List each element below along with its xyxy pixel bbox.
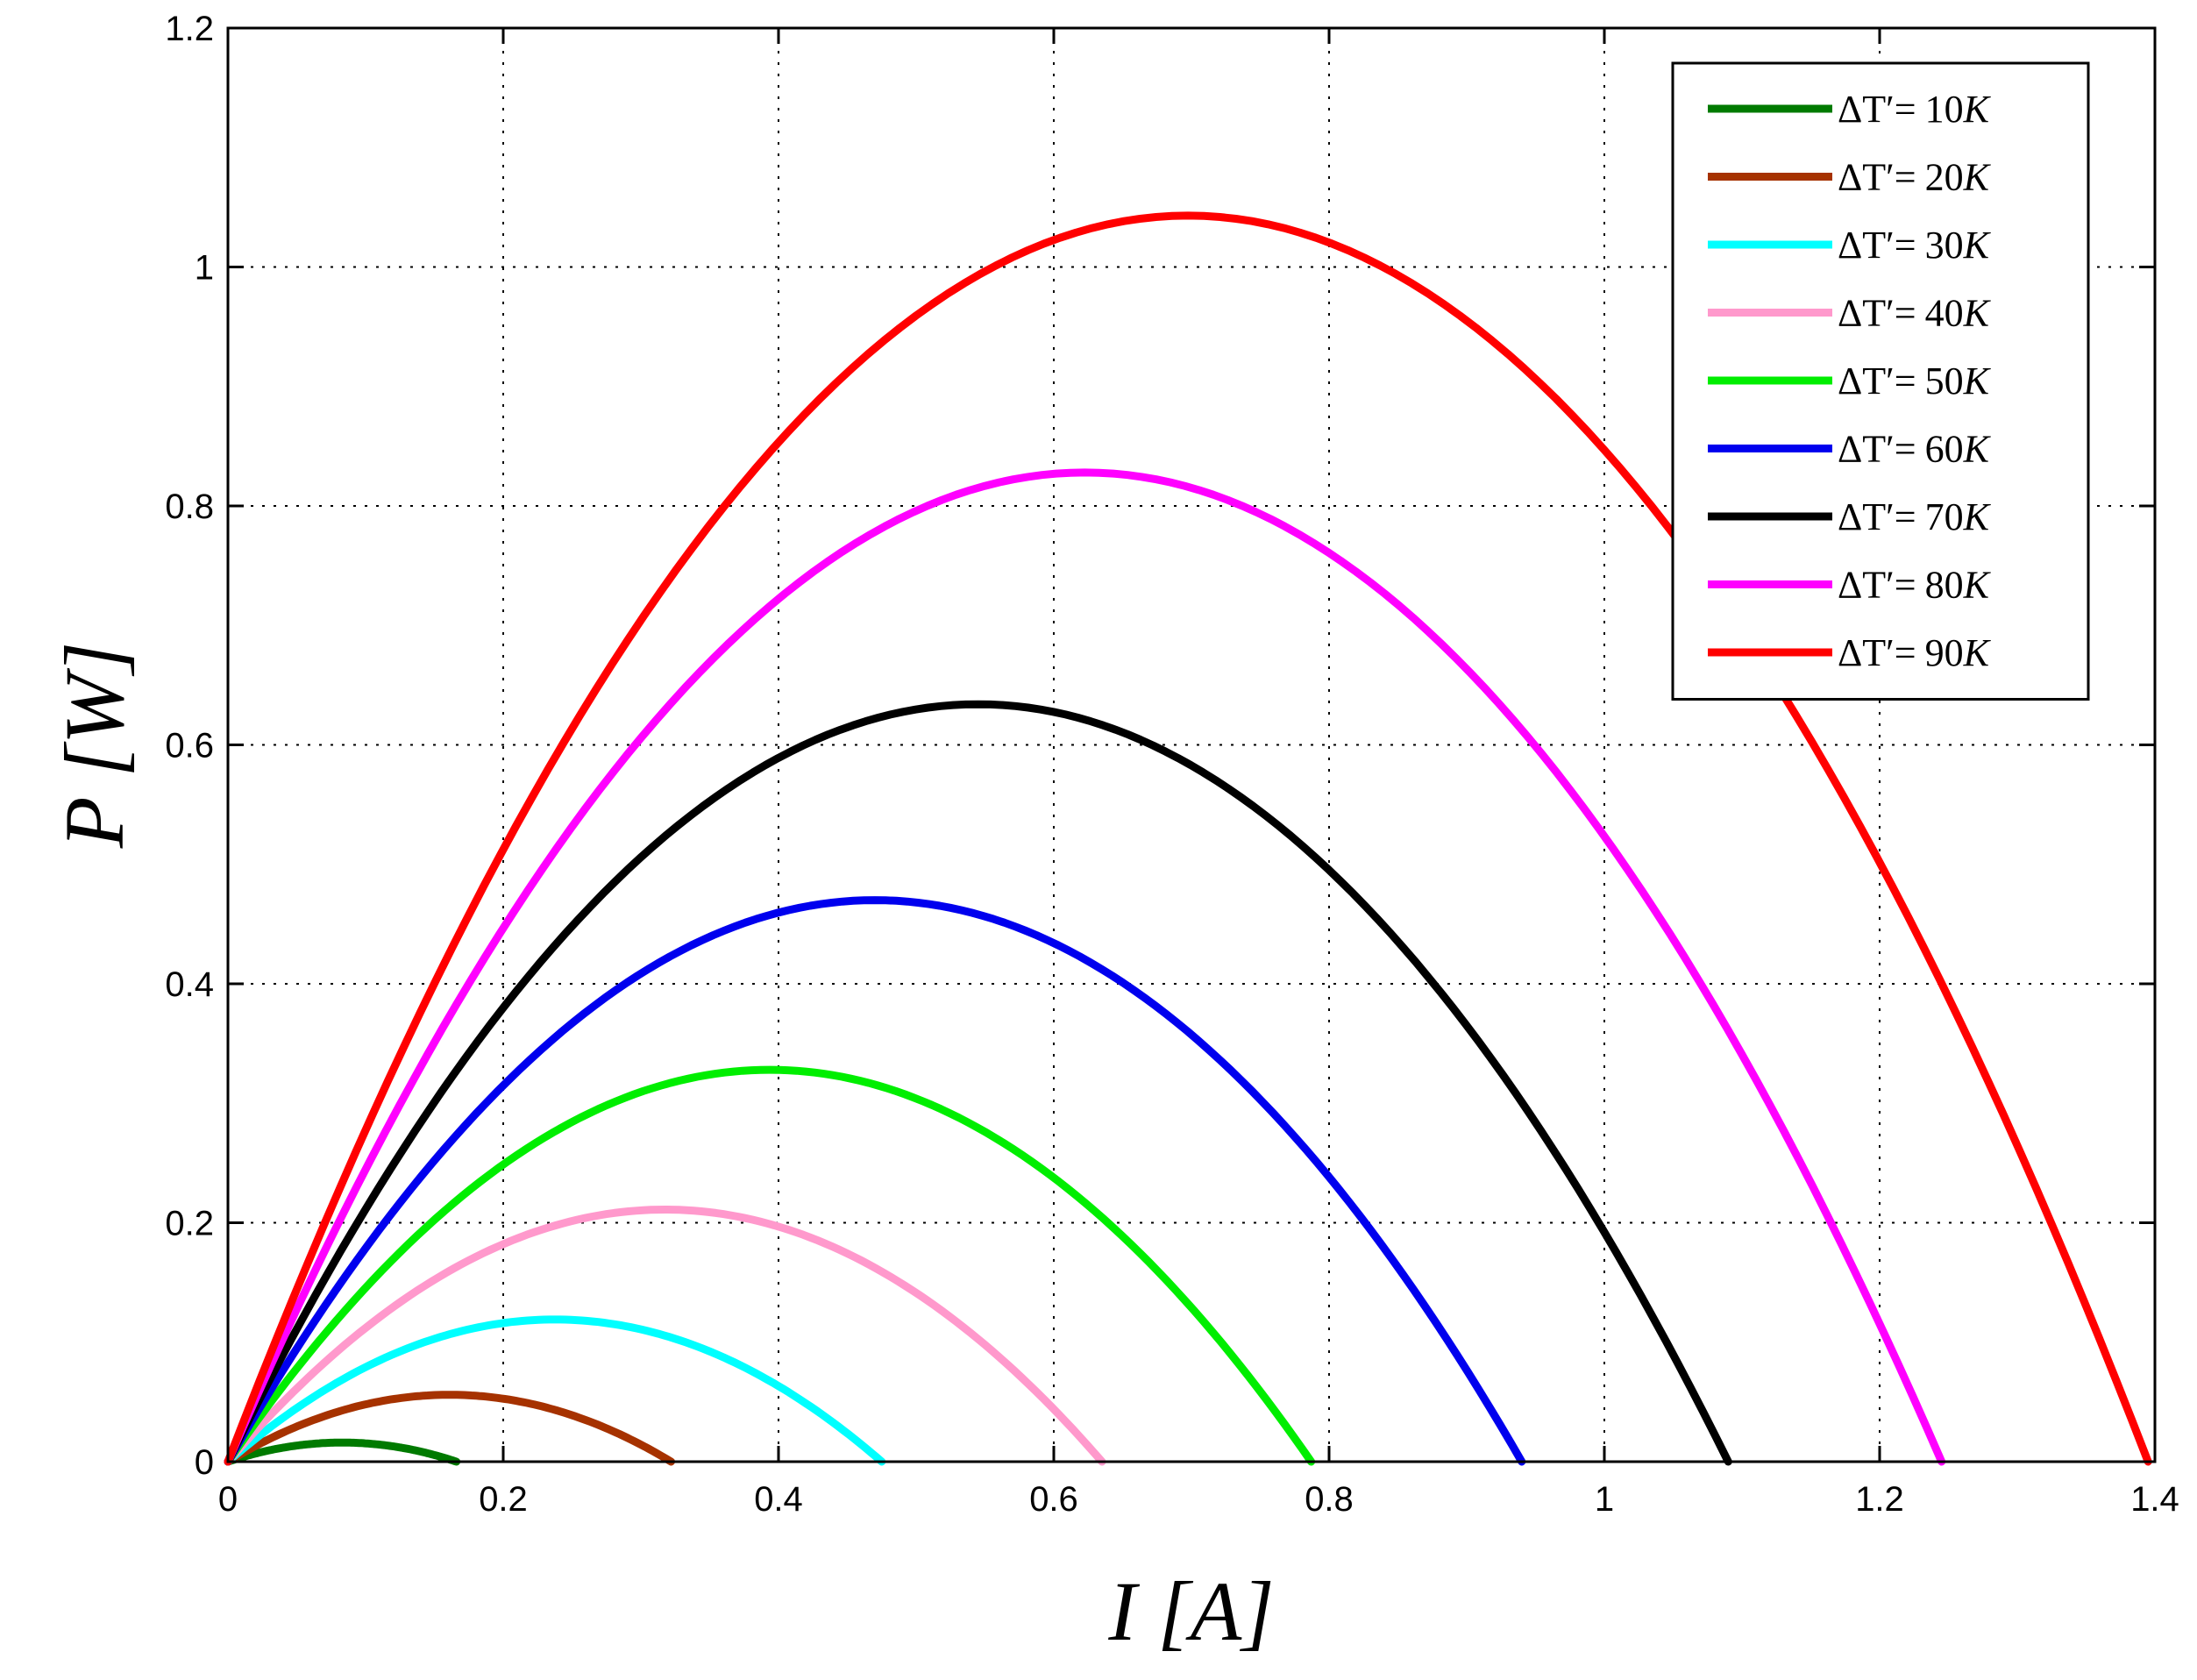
- legend-unit: K: [1963, 428, 1992, 471]
- legend-entry: ΔT′= 60K: [1708, 428, 1992, 471]
- series-line-5: [224, 1065, 1316, 1466]
- legend-entry: ΔT′= 50K: [1708, 359, 1992, 402]
- legend-unit: K: [1963, 88, 1992, 131]
- grid: [228, 28, 2155, 1462]
- x-tick-label: 1.2: [1855, 1480, 1904, 1519]
- legend-value: 50: [1925, 359, 1964, 402]
- legend-entry: ΔT′= 80K: [1708, 564, 1992, 607]
- series-line-8: [224, 468, 1946, 1466]
- legend-unit: K: [1963, 292, 1992, 335]
- legend-unit: K: [1963, 495, 1992, 538]
- legend-unit: K: [1963, 359, 1992, 402]
- x-tick-label: 0.8: [1305, 1480, 1354, 1519]
- x-tick-label: 0.6: [1029, 1480, 1078, 1519]
- legend-value: 80: [1925, 564, 1964, 607]
- y-tick-label: 0.4: [165, 965, 214, 1004]
- legend-delta: ΔT′=: [1838, 428, 1916, 471]
- series-line-9: [224, 211, 2152, 1466]
- legend-unit: K: [1963, 631, 1992, 674]
- legend-value: 60: [1925, 428, 1964, 471]
- legend-label: ΔT′= 40K: [1838, 292, 1992, 335]
- series-lines: [224, 211, 2152, 1466]
- x-tick-label: 1: [1595, 1480, 1614, 1519]
- legend-unit: K: [1963, 224, 1992, 267]
- series-line-1: [224, 1438, 461, 1466]
- x-axis-label: I [A]: [1107, 1564, 1274, 1658]
- legend-value: 40: [1925, 292, 1964, 335]
- x-tick-label: 0.2: [479, 1480, 528, 1519]
- y-axis-label: P [W]: [47, 642, 141, 850]
- series-line-6: [224, 896, 1526, 1466]
- legend-entry: ΔT′= 40K: [1708, 292, 1992, 335]
- legend-label: ΔT′= 90K: [1838, 631, 1992, 674]
- legend-delta: ΔT′=: [1838, 631, 1916, 674]
- legend-delta: ΔT′=: [1838, 224, 1916, 267]
- legend-delta: ΔT′=: [1838, 292, 1916, 335]
- x-tick-label: 0: [218, 1480, 238, 1519]
- y-tick-label: 1: [195, 249, 214, 288]
- series-line-2: [224, 1391, 675, 1466]
- legend-entry: ΔT′= 20K: [1708, 156, 1992, 199]
- legend-value: 10: [1925, 88, 1964, 131]
- y-tick-label: 0.8: [165, 488, 214, 526]
- x-tick-label: 0.4: [754, 1480, 803, 1519]
- legend-unit: K: [1963, 564, 1992, 607]
- legend-delta: ΔT′=: [1838, 88, 1916, 131]
- legend-label: ΔT′= 10K: [1838, 88, 1992, 131]
- axis-ticks: 0 0.2 0.4 0.6 0.8 1 1.2 1.4 0 0.2 0.4 0.6 0.8 1 1.2: [165, 10, 2179, 1519]
- legend-label: ΔT′= 80K: [1838, 564, 1992, 607]
- legend-label: ΔT′= 20K: [1838, 156, 1992, 199]
- legend-value: 70: [1925, 495, 1964, 538]
- legend-value: 90: [1925, 631, 1964, 674]
- legend-label: ΔT′= 70K: [1838, 495, 1992, 538]
- legend-delta: ΔT′=: [1838, 156, 1916, 199]
- y-tick-label: 1.2: [165, 10, 214, 48]
- legend-delta: ΔT′=: [1838, 359, 1916, 402]
- legend-delta: ΔT′=: [1838, 564, 1916, 607]
- legend-label: ΔT′= 50K: [1838, 359, 1992, 402]
- legend-value: 30: [1925, 224, 1964, 267]
- legend-entry: ΔT′= 10K: [1708, 88, 1992, 131]
- legend-label: ΔT′= 60K: [1838, 428, 1992, 471]
- legend-value: 20: [1925, 156, 1964, 199]
- legend-unit: K: [1963, 156, 1992, 199]
- y-tick-label: 0.2: [165, 1205, 214, 1243]
- series-line-7: [224, 700, 1732, 1466]
- legend-delta: ΔT′=: [1838, 495, 1916, 538]
- y-tick-label: 0: [195, 1443, 214, 1482]
- y-tick-label: 0.6: [165, 727, 214, 765]
- x-tick-label: 1.4: [2130, 1480, 2179, 1519]
- legend-entry: ΔT′= 70K: [1708, 495, 1992, 538]
- legend-entry: ΔT′= 30K: [1708, 224, 1992, 267]
- series-line-4: [224, 1206, 1106, 1466]
- legend-label: ΔT′= 30K: [1838, 224, 1992, 267]
- series-line-3: [224, 1315, 886, 1466]
- legend-entry: ΔT′= 90K: [1708, 631, 1992, 674]
